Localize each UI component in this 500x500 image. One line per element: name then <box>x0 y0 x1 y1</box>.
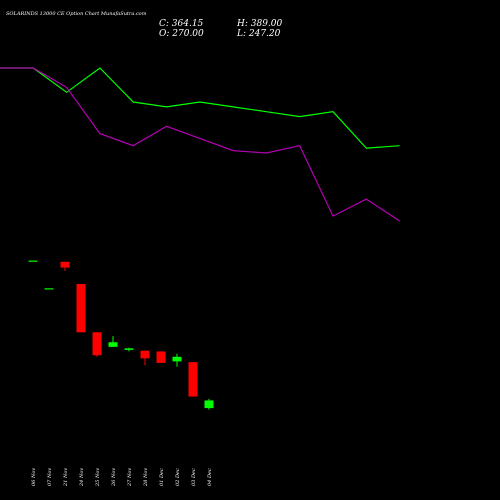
candle-body <box>188 362 198 397</box>
x-tick-label: 25 Nov <box>95 468 101 487</box>
candle-body <box>60 261 70 268</box>
x-tick-label: 21 Nov <box>63 468 69 487</box>
close-value: C: 364.15 <box>159 19 204 29</box>
chart-title: SOLARINDS 13000 CE Option Chart MunafaSu… <box>6 11 147 17</box>
x-tick-label: 03 Dec <box>191 468 197 486</box>
x-tick-label: 01 Dec <box>159 468 165 486</box>
candle-body <box>92 332 102 356</box>
x-tick-label: 26 Nov <box>111 468 117 487</box>
x-tick-label: 27 Nov <box>127 468 133 487</box>
x-tick-label: 24 Nov <box>79 468 85 487</box>
candle-body <box>28 260 38 262</box>
high-value: H: 389.00 <box>237 19 283 29</box>
open-value: O: 270.00 <box>159 29 204 39</box>
candle-body <box>108 342 118 347</box>
overlay-line <box>0 67 400 222</box>
x-tick-label: 04 Dec <box>207 468 213 486</box>
overlay-line <box>0 67 400 149</box>
candle-body <box>124 348 134 350</box>
x-axis-labels: 06 Nov 07 Nov 21 Nov 24 Nov 25 Nov 26 Nov 27 N… <box>31 468 213 487</box>
candle-body <box>204 400 214 409</box>
candle-body <box>76 284 86 333</box>
low-value: L: 247.20 <box>237 29 281 39</box>
x-tick-label: 02 Dec <box>175 468 181 486</box>
candles <box>28 260 214 410</box>
x-tick-label: 28 Nov <box>143 468 149 487</box>
candle-body <box>140 350 150 359</box>
candle-body <box>172 356 182 362</box>
candle-body <box>44 288 54 290</box>
overlay-lines <box>0 67 400 222</box>
x-tick-label: 07 Nov <box>47 468 53 486</box>
x-tick-label: 06 Nov <box>31 468 37 486</box>
candle-body <box>156 351 166 363</box>
